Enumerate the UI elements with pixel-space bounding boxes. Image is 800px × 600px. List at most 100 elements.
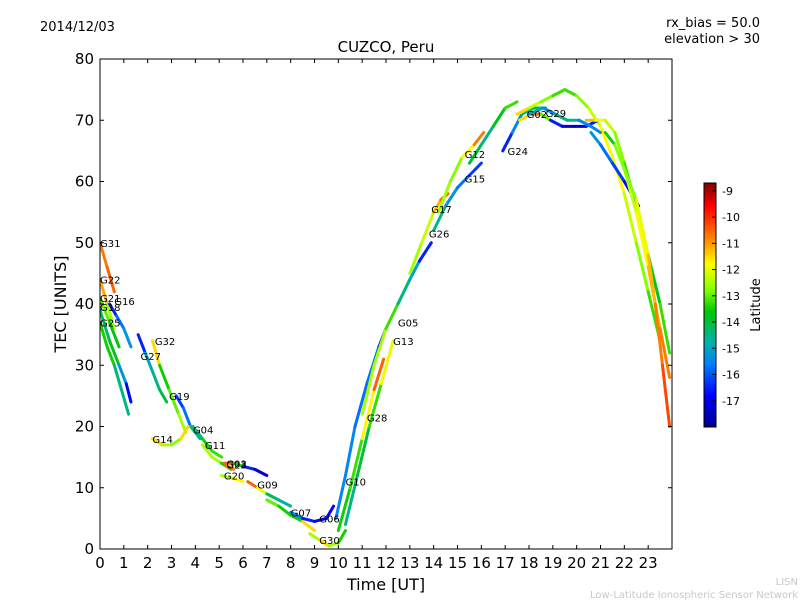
series-segment <box>105 265 116 294</box>
colorbar-tick-label: -14 <box>722 316 740 329</box>
colorbar <box>703 182 717 428</box>
series-segment <box>100 320 109 349</box>
y-tick-label: 60 <box>75 173 94 191</box>
colorbar-tick-label: -11 <box>722 237 740 250</box>
elevation-label: elevation > 30 <box>664 32 760 47</box>
series-segment <box>503 100 519 110</box>
series-segment <box>384 302 400 330</box>
series-segment <box>610 161 626 183</box>
footer-lisn: LISN <box>776 577 798 588</box>
x-tick-label: 18 <box>519 554 538 572</box>
series-segment <box>105 302 116 330</box>
series-segment <box>589 131 602 147</box>
sat-label-g13: G13 <box>393 337 413 348</box>
series-segment <box>115 314 126 330</box>
series-segment <box>112 363 123 392</box>
colorbar-ticks: -9 -10 -11 -12 -13 -14 -15 -16 -17 <box>712 185 740 408</box>
series-segment <box>460 143 476 159</box>
series-segment <box>158 363 171 392</box>
series-segment <box>646 253 657 306</box>
series-g06 <box>289 504 336 523</box>
sat-label-g03: G03 <box>226 459 246 470</box>
series-segment <box>491 106 507 128</box>
series-segment <box>158 388 169 404</box>
series-g23 <box>224 464 235 471</box>
series-g19 <box>174 394 202 441</box>
sat-label-g31: G31 <box>100 239 120 250</box>
colorbar-tick-label: -9 <box>722 185 733 198</box>
x-tick-label: 1 <box>119 554 129 572</box>
series-segment <box>117 363 128 386</box>
series-segment <box>603 118 617 134</box>
series-segment <box>224 464 235 471</box>
series-segment <box>658 302 672 355</box>
series-segment <box>599 143 614 165</box>
series-g21 <box>100 296 121 349</box>
series-segment <box>150 369 162 392</box>
series-g22 <box>100 278 116 330</box>
x-tick-label: 21 <box>591 554 610 572</box>
series-segment <box>353 382 369 428</box>
x-tick-label: 14 <box>424 554 443 572</box>
sat-label-g06: G06 <box>319 514 339 525</box>
series-g26 <box>396 241 433 306</box>
series-segment <box>255 486 269 496</box>
x-tick-label: 20 <box>567 554 586 572</box>
series-segment <box>200 443 214 459</box>
series-segment <box>220 474 235 481</box>
series-segment <box>420 210 436 245</box>
series-segment <box>301 516 316 523</box>
series-segment <box>241 464 257 471</box>
series-segment <box>119 388 131 416</box>
series-segment <box>324 504 336 520</box>
series-segment <box>108 320 121 349</box>
series-segment <box>189 425 202 441</box>
series-segment <box>634 241 650 294</box>
series-segment <box>575 94 591 110</box>
series-segment <box>432 204 448 232</box>
series-segment <box>613 131 626 165</box>
series-g02 <box>501 106 548 153</box>
y-tick-label: 40 <box>75 295 94 313</box>
series-segment <box>334 474 347 520</box>
series-segment <box>253 467 269 477</box>
series-segment <box>105 345 116 367</box>
y-tick-label: 50 <box>75 234 94 252</box>
sat-label-g19: G19 <box>169 392 189 403</box>
series-segment <box>277 498 293 508</box>
series-segment <box>308 532 321 542</box>
series-segment <box>467 143 483 165</box>
x-axis: 0 1 2 3 4 5 6 7 8 9 10 11 12 13 14 15 16 17 18 19 20 21 22 23 <box>95 59 658 572</box>
series-segment <box>167 388 181 416</box>
series-g25 <box>100 320 131 416</box>
series-g32 <box>150 339 188 435</box>
series-segment <box>136 333 147 355</box>
series-g22b <box>622 167 672 428</box>
series-segment <box>456 173 471 190</box>
series-segment <box>479 124 495 147</box>
series-g10b <box>527 106 602 134</box>
y-tick-label: 70 <box>75 111 94 129</box>
series-segment <box>527 100 543 110</box>
series-segment <box>191 425 204 441</box>
series-segment <box>179 425 190 441</box>
series-segment <box>622 167 638 202</box>
series-g24 <box>467 100 519 165</box>
x-tick-label: 9 <box>310 554 320 572</box>
y-tick-label: 20 <box>75 418 94 436</box>
series-g09 <box>246 480 293 508</box>
series-segment <box>553 112 569 122</box>
series-segment <box>539 112 552 122</box>
series-g15 <box>432 161 483 232</box>
series-segment <box>174 394 185 410</box>
rx-bias-label: rx_bias = 50.0 <box>666 16 760 31</box>
sat-label-g28: G28 <box>367 413 387 424</box>
series-segment <box>472 131 486 147</box>
series-segment <box>343 474 359 526</box>
x-tick-label: 0 <box>95 554 105 572</box>
series-segment <box>100 296 112 324</box>
y-axis-label: TEC [UNITS] <box>51 256 70 354</box>
sat-label-g02: G02 <box>527 110 547 121</box>
x-tick-label: 8 <box>286 554 296 572</box>
